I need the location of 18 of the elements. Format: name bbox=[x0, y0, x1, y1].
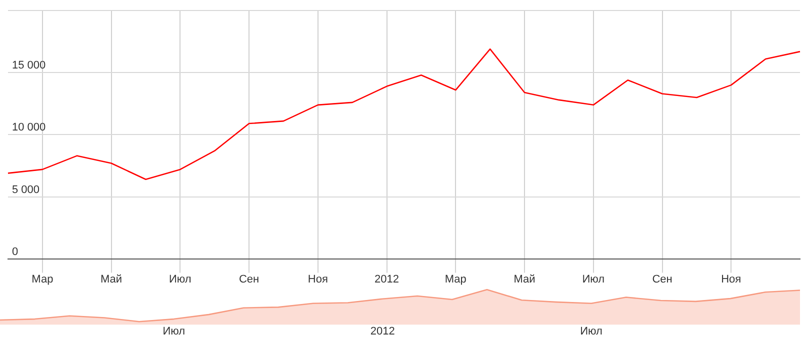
x-tick-label: Июл bbox=[580, 325, 602, 338]
x-tick-label: Сен bbox=[652, 273, 672, 286]
x-tick-label: Мар bbox=[444, 273, 466, 286]
x-tick-label: Июл bbox=[169, 273, 192, 286]
x-tick-label: Май bbox=[100, 273, 122, 286]
y-tick-label: 0 bbox=[12, 246, 18, 258]
x-tick-label: Ноя bbox=[308, 273, 328, 286]
y-tick-label: 5 000 bbox=[12, 184, 40, 196]
x-tick-label: Июл bbox=[582, 273, 605, 286]
y-tick-label: 10 000 bbox=[12, 122, 46, 134]
x-tick-label: 2012 bbox=[370, 325, 395, 338]
x-tick-label: Ноя bbox=[721, 273, 742, 286]
x-tick-label: Сен bbox=[238, 273, 260, 286]
x-tick-label: Июл bbox=[162, 325, 186, 338]
x-tick-label: Май bbox=[514, 273, 536, 286]
x-tick-label: Мар bbox=[32, 273, 54, 286]
x-tick-label: 2012 bbox=[374, 273, 400, 286]
y-tick-label: 15 000 bbox=[12, 60, 46, 72]
